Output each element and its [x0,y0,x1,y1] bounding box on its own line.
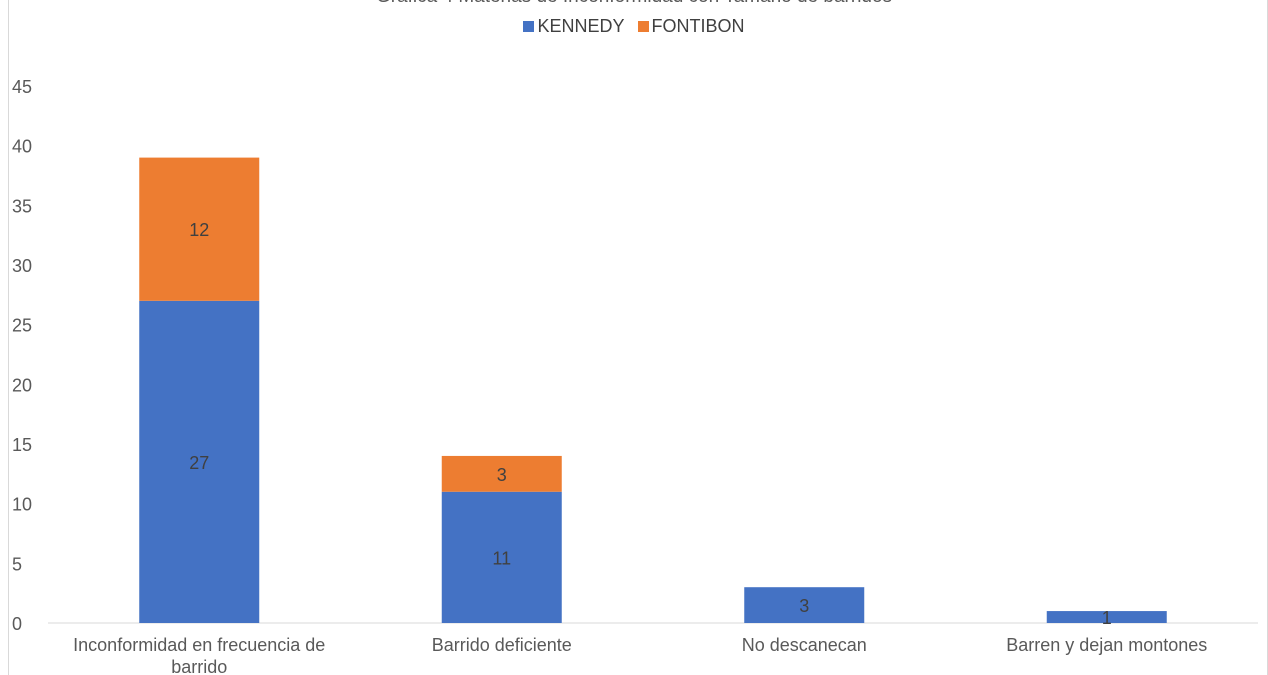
y-tick-label: 0 [12,614,22,634]
chart-title: Gráfica 4 Materias de Inconformidad con … [0,0,1268,8]
legend-swatch-fontibon [637,21,649,32]
x-tick-label: Barren y dejan montones [1006,635,1207,655]
y-tick-label: 35 [12,196,32,216]
data-label-kennedy-3: 1 [1102,608,1112,628]
y-tick-label: 25 [12,316,32,336]
legend-item-fontibon: FONTIBON [637,16,745,37]
bar-kennedy-3 [1046,611,1167,623]
bar-kennedy-2 [744,587,865,623]
data-label-fontibon-1: 3 [497,465,507,485]
chart-legend: KENNEDY FONTIBON [0,16,1268,37]
data-label-kennedy-1: 11 [492,548,511,568]
y-tick-label: 40 [12,137,32,157]
y-tick-label: 10 [12,495,32,515]
legend-label-kennedy: KENNEDY [537,16,625,36]
x-tick-label: Inconformidad en frecuencia de [73,635,325,655]
y-tick-label: 30 [12,256,32,276]
bar-kennedy-1 [441,491,562,623]
y-tick-label: 15 [12,435,32,455]
data-label-kennedy-0: 27 [189,453,209,473]
x-tick-label: barrido [171,657,227,675]
bar-fontibon-1 [441,455,562,492]
legend-swatch-kennedy [523,21,535,32]
legend-label-fontibon: FONTIBON [651,16,745,36]
y-tick-label: 5 [12,554,22,574]
data-label-fontibon-0: 12 [189,220,209,240]
y-tick-label: 20 [12,375,32,395]
legend-item-kennedy: KENNEDY [523,16,625,37]
x-tick-label: Barrido deficiente [432,635,572,655]
bar-fontibon-0 [139,157,260,301]
x-tick-label: No descanecan [742,635,867,655]
chart-frame-left [8,0,9,675]
data-label-kennedy-2: 3 [799,596,809,616]
y-tick-label: 45 [12,77,32,97]
bar-kennedy-0 [139,300,260,623]
